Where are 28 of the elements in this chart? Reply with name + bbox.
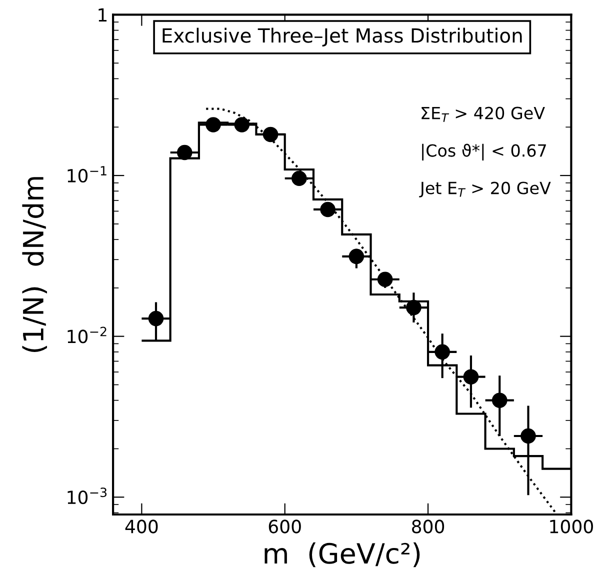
point (348, 248, 364, 264)
y-tick-label: 10$^{−3}$ (68, 488, 107, 504)
x-tick-label: 400 (125, 520, 158, 534)
point (292, 170, 307, 186)
x-axis-title: m (GeV/c²) (264, 542, 420, 568)
point (463, 369, 479, 384)
y-axis-title: (1/N) dN/dm (22, 177, 47, 352)
x-tick-label: 1000 (550, 520, 593, 534)
point (148, 310, 164, 326)
point (406, 300, 422, 316)
x-tick-label: 800 (412, 520, 444, 534)
y-tick-label: 10$^{−2}$ (68, 326, 106, 344)
point (320, 202, 336, 218)
annotation: |Cos ϑ*| < 0.67 (422, 144, 546, 161)
text: Exclusive Three–Jet Mass Distribution (162, 28, 522, 46)
point (377, 272, 393, 288)
point (262, 126, 278, 142)
annotation: ΣE$_{T}$ > 420 GeV (422, 106, 545, 122)
y-tick-label: 10$^{−1}$ (68, 166, 106, 183)
point (176, 144, 192, 160)
x-tick-label: 600 (268, 520, 301, 534)
annotation: Jet E$_{T}$ > 20 GeV (419, 182, 551, 198)
y-tick-label: 1 (98, 8, 107, 22)
point (492, 392, 508, 408)
point (520, 428, 536, 444)
point (434, 344, 450, 360)
point (234, 117, 250, 132)
point (206, 117, 221, 132)
